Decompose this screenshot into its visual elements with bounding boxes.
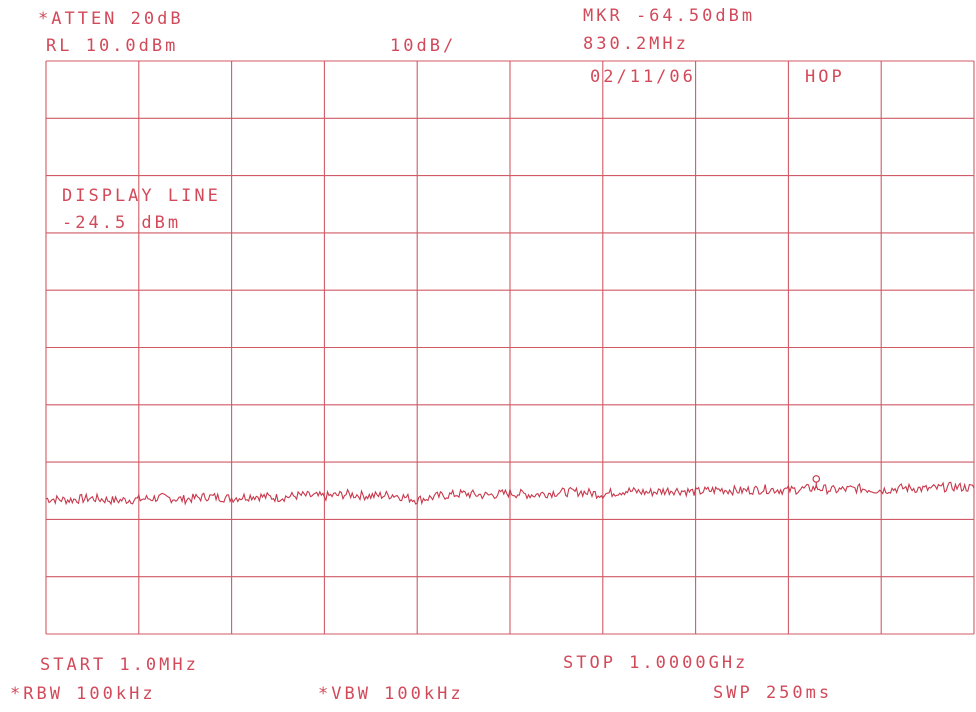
mode-tag-label: HOP bbox=[805, 67, 845, 87]
start-frequency-label: START 1.0MHz bbox=[40, 655, 199, 675]
marker-layer bbox=[812, 475, 821, 488]
vbw-label: *VBW 100kHz bbox=[318, 684, 464, 704]
trace-layer bbox=[45, 481, 975, 506]
marker-level-label: MKR -64.50dBm bbox=[583, 6, 755, 26]
stop-frequency-label: STOP 1.0000GHz bbox=[563, 653, 748, 673]
rbw-label: *RBW 100kHz bbox=[10, 684, 156, 704]
scale-label: 10dB/ bbox=[390, 36, 456, 56]
display-line-value: -24.5 dBm bbox=[62, 213, 181, 233]
reference-level-label: RL 10.0dBm bbox=[46, 36, 178, 56]
display-line-title: DISPLAY LINE bbox=[62, 186, 221, 206]
attenuation-label: *ATTEN 20dB bbox=[38, 9, 184, 29]
marker-frequency-label: 830.2MHz bbox=[583, 34, 689, 54]
date-label: 02/11/06 bbox=[590, 67, 696, 87]
sweep-time-label: SWP 250ms bbox=[713, 683, 832, 703]
marker-point bbox=[812, 475, 821, 488]
graticule bbox=[45, 60, 975, 635]
trace-line bbox=[45, 481, 975, 506]
